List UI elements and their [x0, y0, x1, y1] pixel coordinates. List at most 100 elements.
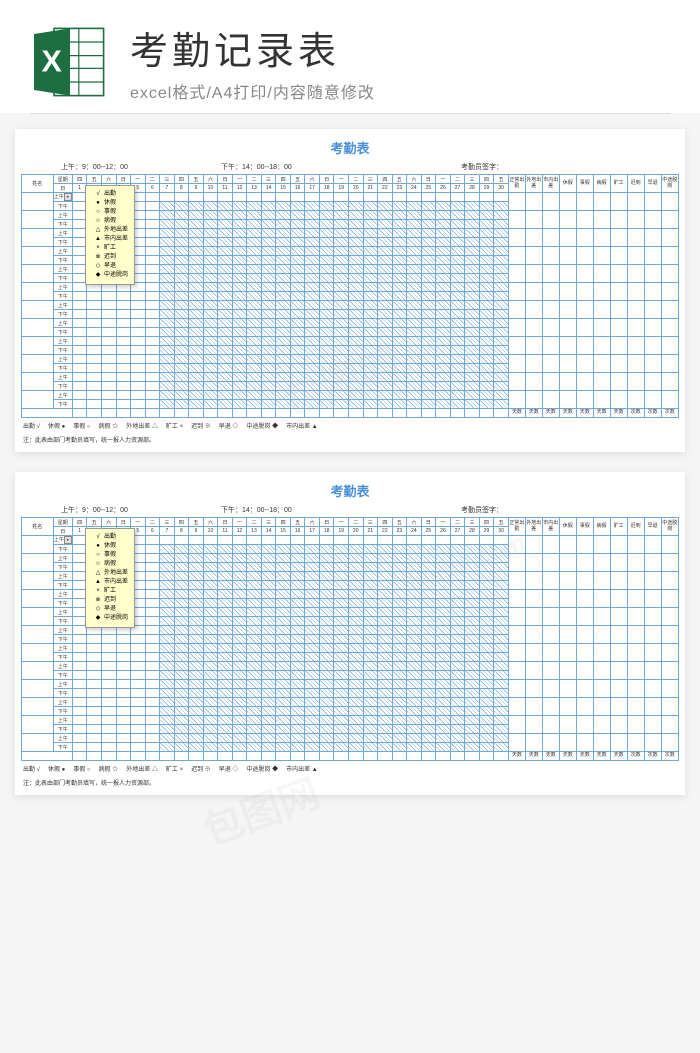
attendance-cell[interactable] — [421, 193, 436, 202]
attendance-cell[interactable] — [319, 292, 334, 301]
attendance-cell[interactable] — [407, 319, 422, 328]
attendance-cell[interactable] — [436, 608, 451, 617]
attendance-cell[interactable] — [290, 581, 305, 590]
attendance-cell[interactable] — [160, 563, 175, 572]
attendance-cell[interactable] — [334, 355, 349, 364]
attendance-cell[interactable] — [160, 328, 175, 337]
attendance-cell[interactable] — [479, 680, 494, 689]
attendance-cell[interactable] — [174, 662, 189, 671]
attendance-cell[interactable] — [479, 572, 494, 581]
attendance-cell[interactable] — [261, 229, 276, 238]
attendance-cell[interactable] — [349, 274, 364, 283]
attendance-cell[interactable] — [465, 355, 480, 364]
attendance-cell[interactable] — [131, 301, 146, 310]
attendance-cell[interactable] — [494, 328, 509, 337]
attendance-cell[interactable] — [189, 590, 204, 599]
attendance-cell[interactable] — [174, 391, 189, 400]
attendance-cell[interactable] — [494, 346, 509, 355]
attendance-cell[interactable] — [407, 229, 422, 238]
attendance-cell[interactable] — [276, 617, 291, 626]
attendance-cell[interactable] — [174, 301, 189, 310]
attendance-cell[interactable] — [160, 725, 175, 734]
attendance-cell[interactable] — [145, 310, 160, 319]
attendance-cell[interactable] — [160, 572, 175, 581]
employee-name-cell[interactable] — [22, 680, 54, 698]
attendance-cell[interactable] — [407, 265, 422, 274]
attendance-cell[interactable] — [421, 743, 436, 752]
attendance-cell[interactable] — [160, 247, 175, 256]
attendance-cell[interactable] — [407, 193, 422, 202]
attendance-cell[interactable] — [101, 301, 116, 310]
attendance-cell[interactable] — [305, 635, 320, 644]
attendance-cell[interactable] — [276, 391, 291, 400]
attendance-cell[interactable] — [160, 274, 175, 283]
attendance-cell[interactable] — [276, 644, 291, 653]
attendance-cell[interactable] — [465, 698, 480, 707]
attendance-cell[interactable] — [378, 680, 393, 689]
attendance-cell[interactable] — [494, 743, 509, 752]
attendance-cell[interactable] — [290, 572, 305, 581]
attendance-cell[interactable] — [145, 743, 160, 752]
attendance-cell[interactable] — [72, 734, 87, 743]
attendance-cell[interactable] — [101, 346, 116, 355]
attendance-cell[interactable] — [436, 599, 451, 608]
attendance-cell[interactable] — [421, 626, 436, 635]
attendance-cell[interactable] — [363, 689, 378, 698]
attendance-cell[interactable] — [319, 590, 334, 599]
attendance-cell[interactable] — [349, 283, 364, 292]
attendance-cell[interactable] — [421, 328, 436, 337]
attendance-cell[interactable] — [276, 563, 291, 572]
attendance-cell[interactable] — [305, 743, 320, 752]
attendance-cell[interactable] — [450, 301, 465, 310]
attendance-cell[interactable] — [465, 734, 480, 743]
attendance-cell[interactable] — [436, 373, 451, 382]
attendance-cell[interactable] — [479, 247, 494, 256]
attendance-cell[interactable] — [479, 698, 494, 707]
attendance-cell[interactable] — [87, 328, 102, 337]
attendance-cell[interactable] — [334, 265, 349, 274]
attendance-cell[interactable] — [145, 373, 160, 382]
attendance-cell[interactable] — [189, 626, 204, 635]
attendance-cell[interactable] — [349, 563, 364, 572]
attendance-cell[interactable] — [334, 626, 349, 635]
attendance-cell[interactable] — [174, 563, 189, 572]
attendance-cell[interactable] — [276, 265, 291, 274]
attendance-cell[interactable] — [494, 545, 509, 554]
attendance-cell[interactable] — [465, 545, 480, 554]
attendance-cell[interactable] — [87, 662, 102, 671]
attendance-cell[interactable] — [494, 337, 509, 346]
attendance-cell[interactable] — [131, 653, 146, 662]
employee-name-cell[interactable] — [22, 373, 54, 391]
attendance-cell[interactable] — [261, 400, 276, 409]
attendance-cell[interactable] — [116, 301, 131, 310]
attendance-cell[interactable] — [334, 256, 349, 265]
attendance-cell[interactable] — [450, 400, 465, 409]
attendance-cell[interactable] — [116, 725, 131, 734]
attendance-cell[interactable] — [145, 545, 160, 554]
attendance-cell[interactable] — [232, 238, 247, 247]
attendance-cell[interactable] — [363, 373, 378, 382]
attendance-cell[interactable] — [174, 274, 189, 283]
attendance-cell[interactable] — [72, 689, 87, 698]
attendance-cell[interactable] — [290, 662, 305, 671]
attendance-cell[interactable] — [436, 698, 451, 707]
attendance-cell[interactable] — [450, 310, 465, 319]
attendance-cell[interactable] — [421, 680, 436, 689]
attendance-cell[interactable] — [305, 301, 320, 310]
attendance-cell[interactable] — [465, 644, 480, 653]
attendance-cell[interactable] — [407, 680, 422, 689]
attendance-cell[interactable] — [407, 590, 422, 599]
attendance-cell[interactable] — [465, 247, 480, 256]
attendance-cell[interactable] — [334, 572, 349, 581]
attendance-cell[interactable] — [465, 572, 480, 581]
attendance-cell[interactable] — [101, 337, 116, 346]
attendance-cell[interactable] — [276, 193, 291, 202]
attendance-cell[interactable] — [363, 193, 378, 202]
attendance-cell[interactable] — [436, 581, 451, 590]
attendance-cell[interactable] — [305, 193, 320, 202]
attendance-cell[interactable] — [218, 274, 233, 283]
attendance-cell[interactable] — [319, 301, 334, 310]
attendance-cell[interactable] — [276, 229, 291, 238]
attendance-cell[interactable] — [450, 247, 465, 256]
attendance-cell[interactable] — [363, 698, 378, 707]
